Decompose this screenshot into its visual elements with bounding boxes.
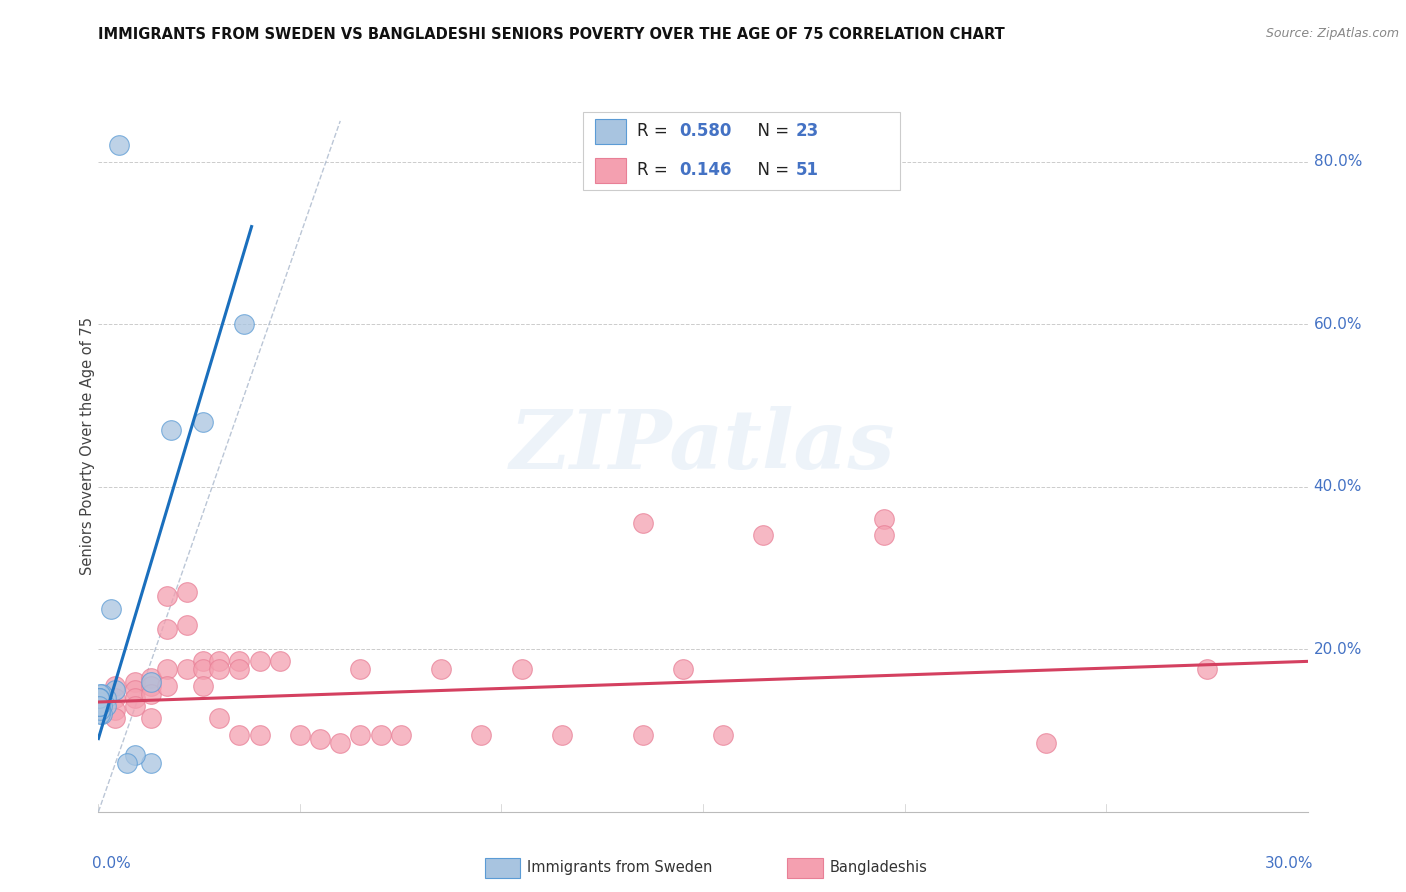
Point <box>288 727 311 741</box>
Point <box>139 674 162 689</box>
Point <box>124 674 146 689</box>
Point <box>139 671 162 685</box>
Text: 0.580: 0.580 <box>679 122 731 140</box>
Text: 30.0%: 30.0% <box>1265 855 1313 871</box>
Point <box>89 699 111 714</box>
Text: Immigrants from Sweden: Immigrants from Sweden <box>527 860 713 874</box>
Point <box>389 727 412 741</box>
Point <box>228 654 250 668</box>
Point <box>160 423 183 437</box>
Text: 23: 23 <box>796 122 820 140</box>
Point <box>228 663 250 677</box>
Point <box>176 617 198 632</box>
Point <box>176 585 198 599</box>
Point <box>228 727 250 741</box>
Point <box>91 687 114 701</box>
Point <box>370 727 392 741</box>
Point <box>124 682 146 697</box>
Point <box>107 138 129 153</box>
Point <box>430 663 453 677</box>
Point <box>208 654 231 668</box>
Point <box>124 699 146 714</box>
Point <box>139 679 162 693</box>
Text: 40.0%: 40.0% <box>1313 479 1362 494</box>
Point <box>873 512 896 526</box>
Point <box>193 415 215 429</box>
Text: Source: ZipAtlas.com: Source: ZipAtlas.com <box>1265 27 1399 40</box>
Point <box>139 711 162 725</box>
Point <box>156 590 179 604</box>
Text: 0.146: 0.146 <box>679 161 731 179</box>
Text: 0.0%: 0.0% <box>93 855 131 871</box>
Text: ZIPatlas: ZIPatlas <box>510 406 896 486</box>
Point <box>510 663 533 677</box>
Point <box>124 690 146 705</box>
Point <box>103 682 125 697</box>
Point <box>349 663 371 677</box>
Point <box>249 727 271 741</box>
Point <box>249 654 271 668</box>
Point <box>309 731 332 746</box>
Point <box>156 622 179 636</box>
Point <box>87 690 110 705</box>
Text: 60.0%: 60.0% <box>1313 317 1362 332</box>
Point <box>1195 663 1218 677</box>
Point <box>156 663 179 677</box>
Point <box>193 663 215 677</box>
Point <box>176 663 198 677</box>
Point <box>139 687 162 701</box>
Text: Bangladeshis: Bangladeshis <box>830 860 928 874</box>
Point <box>89 690 111 705</box>
Text: N =: N = <box>747 161 794 179</box>
Point <box>672 663 695 677</box>
Point <box>87 699 110 714</box>
Point <box>232 317 254 331</box>
Point <box>139 756 162 770</box>
Point <box>1035 736 1057 750</box>
Point <box>193 679 215 693</box>
Point <box>89 687 111 701</box>
Point <box>115 756 138 770</box>
Point <box>873 528 896 542</box>
Point <box>349 727 371 741</box>
Point <box>631 516 654 531</box>
Point <box>193 654 215 668</box>
Text: IMMIGRANTS FROM SWEDEN VS BANGLADESHI SENIORS POVERTY OVER THE AGE OF 75 CORRELA: IMMIGRANTS FROM SWEDEN VS BANGLADESHI SE… <box>98 27 1005 42</box>
Point <box>91 707 114 722</box>
Point <box>208 663 231 677</box>
Point <box>103 679 125 693</box>
Text: 51: 51 <box>796 161 818 179</box>
Point <box>551 727 574 741</box>
Point <box>87 690 110 705</box>
Text: 80.0%: 80.0% <box>1313 154 1362 169</box>
Text: 20.0%: 20.0% <box>1313 641 1362 657</box>
Point <box>711 727 734 741</box>
Point <box>89 690 111 705</box>
Point <box>100 601 122 615</box>
Point <box>269 654 291 668</box>
Point <box>91 699 114 714</box>
Point <box>89 695 111 709</box>
Point <box>156 679 179 693</box>
Point <box>124 747 146 762</box>
Point <box>208 711 231 725</box>
Point <box>470 727 492 741</box>
Y-axis label: Seniors Poverty Over the Age of 75: Seniors Poverty Over the Age of 75 <box>80 317 94 575</box>
Text: R =: R = <box>637 122 673 140</box>
Point <box>87 699 110 714</box>
Text: N =: N = <box>747 122 794 140</box>
Point <box>103 690 125 705</box>
Point <box>752 528 775 542</box>
Point <box>103 703 125 717</box>
Point <box>96 690 118 705</box>
Point <box>631 727 654 741</box>
Point <box>89 707 111 722</box>
Point <box>96 699 118 714</box>
Point <box>329 736 352 750</box>
Text: R =: R = <box>637 161 673 179</box>
Point <box>89 699 111 714</box>
Point <box>89 703 111 717</box>
Point <box>103 711 125 725</box>
